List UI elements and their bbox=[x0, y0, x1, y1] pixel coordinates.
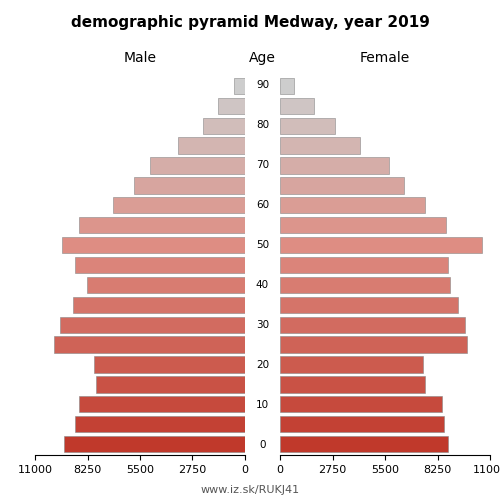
Text: Age: Age bbox=[249, 51, 276, 65]
Text: 60: 60 bbox=[256, 200, 269, 210]
Text: Male: Male bbox=[124, 51, 156, 65]
Text: www.iz.sk/RUKJ41: www.iz.sk/RUKJ41 bbox=[200, 485, 300, 495]
Bar bbox=[280, 257, 448, 273]
Bar bbox=[280, 436, 448, 452]
Bar bbox=[75, 257, 245, 273]
Bar bbox=[280, 98, 314, 114]
Bar bbox=[280, 178, 404, 194]
Bar bbox=[178, 138, 245, 154]
Bar bbox=[280, 217, 446, 234]
Bar bbox=[280, 376, 425, 392]
Text: 30: 30 bbox=[256, 320, 269, 330]
Bar bbox=[73, 296, 245, 313]
Bar bbox=[64, 436, 245, 452]
Bar bbox=[75, 416, 245, 432]
Bar bbox=[54, 336, 245, 352]
Bar bbox=[280, 138, 360, 154]
Bar bbox=[280, 396, 442, 412]
Bar bbox=[150, 158, 245, 174]
Bar bbox=[134, 178, 245, 194]
Bar bbox=[62, 237, 245, 254]
Bar bbox=[280, 276, 450, 293]
Bar bbox=[218, 98, 245, 114]
Bar bbox=[280, 237, 482, 254]
Bar bbox=[114, 197, 245, 214]
Bar bbox=[280, 118, 336, 134]
Text: 20: 20 bbox=[256, 360, 269, 370]
Text: 0: 0 bbox=[259, 440, 266, 450]
Text: 90: 90 bbox=[256, 80, 269, 90]
Bar bbox=[280, 197, 425, 214]
Text: 50: 50 bbox=[256, 240, 269, 250]
Bar bbox=[280, 316, 465, 333]
Bar bbox=[96, 376, 245, 392]
Bar bbox=[280, 78, 294, 94]
Bar bbox=[280, 158, 389, 174]
Bar bbox=[79, 217, 245, 234]
Text: 80: 80 bbox=[256, 120, 269, 130]
Text: 10: 10 bbox=[256, 400, 269, 410]
Text: demographic pyramid Medway, year 2019: demographic pyramid Medway, year 2019 bbox=[70, 15, 430, 30]
Bar bbox=[280, 336, 467, 352]
Bar bbox=[60, 316, 245, 333]
Bar bbox=[234, 78, 245, 94]
Bar bbox=[94, 356, 245, 372]
Bar bbox=[79, 396, 245, 412]
Bar bbox=[203, 118, 245, 134]
Bar bbox=[280, 356, 423, 372]
Bar bbox=[280, 416, 444, 432]
Text: Female: Female bbox=[360, 51, 410, 65]
Bar bbox=[86, 276, 245, 293]
Bar bbox=[280, 296, 458, 313]
Text: 70: 70 bbox=[256, 160, 269, 170]
Text: 40: 40 bbox=[256, 280, 269, 290]
